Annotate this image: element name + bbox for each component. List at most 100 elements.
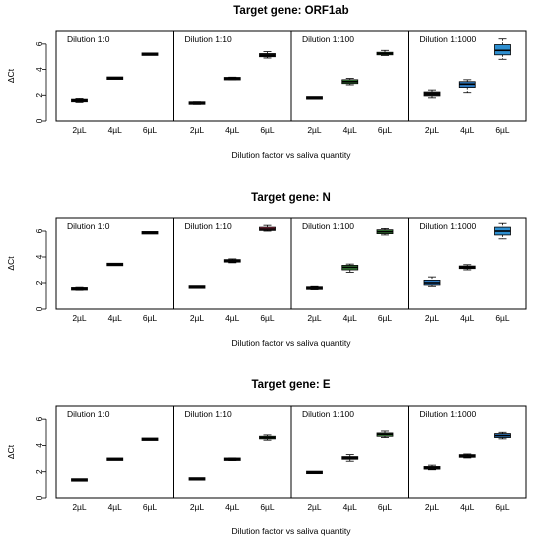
x-tick-label: 2µL: [190, 125, 205, 135]
panel-label: Dilution 1:10: [185, 409, 233, 419]
x-tick-label: 2µL: [190, 313, 205, 323]
box-6µL: [494, 431, 511, 440]
box-6µL: [141, 231, 159, 235]
box-4µL: [341, 263, 359, 274]
panel-label: Dilution 1:100: [302, 221, 354, 231]
panel-label: Dilution 1:1000: [420, 409, 477, 419]
chart-title: Target gene: ORF1ab: [233, 5, 348, 17]
x-tick-label: 6µL: [378, 313, 393, 323]
box-2µL: [188, 477, 206, 481]
box-4µL: [223, 457, 241, 461]
box-4µL: [341, 78, 359, 86]
y-tick-label: 6: [34, 417, 44, 422]
x-tick-label: 6µL: [495, 125, 510, 135]
box-6µL: [494, 222, 511, 240]
x-tick-label: 4µL: [460, 125, 475, 135]
box-4µL: [223, 76, 241, 81]
box-4µL: [341, 454, 359, 462]
box-4µL: [223, 258, 241, 264]
x-tick-label: 4µL: [460, 313, 475, 323]
y-tick-label: 0: [34, 118, 44, 123]
x-tick-label: 4µL: [460, 502, 475, 512]
x-tick-label: 2µL: [72, 125, 87, 135]
panel-label: Dilution 1:100: [302, 409, 354, 419]
panel-label: Dilution 1:10: [185, 221, 233, 231]
box-4µL: [106, 262, 124, 267]
x-tick-label: 2µL: [307, 502, 322, 512]
box-4µL: [458, 79, 476, 94]
x-tick-label: 6µL: [495, 313, 510, 323]
panel-label: Dilution 1:0: [67, 409, 110, 419]
y-axis-label: ΔCt: [6, 444, 16, 459]
box-6µL: [259, 51, 276, 59]
y-tick-label: 4: [34, 254, 44, 259]
box-2µL: [188, 101, 206, 105]
y-tick-label: 0: [34, 495, 44, 500]
x-tick-label: 6µL: [143, 502, 158, 512]
y-axis-label: ΔCt: [6, 256, 16, 271]
x-tick-label: 4µL: [225, 313, 240, 323]
x-tick-label: 2µL: [190, 502, 205, 512]
x-tick-label: 4µL: [225, 502, 240, 512]
x-tick-label: 4µL: [108, 125, 123, 135]
box-2µL: [188, 285, 206, 289]
chart-3: Target gene: E 0 2 4 6 ΔCt Dilution 1:0 2µL 4µL 6…: [6, 379, 527, 536]
box-6µL: [376, 49, 394, 56]
y-tick-label: 4: [34, 67, 44, 72]
box-2µL: [71, 478, 88, 482]
panel-label: Dilution 1:0: [67, 34, 110, 44]
box-2µL: [306, 470, 323, 475]
panel-label: Dilution 1:1000: [420, 221, 477, 231]
x-tick-label: 6µL: [143, 125, 158, 135]
chart-title: Target gene: E: [251, 379, 330, 391]
y-tick-label: 6: [34, 41, 44, 46]
x-tick-label: 6µL: [260, 313, 275, 323]
x-tick-label: 6µL: [378, 502, 393, 512]
x-tick-label: 2µL: [425, 313, 440, 323]
chart-title: Target gene: N: [251, 192, 331, 204]
box-6µL: [141, 52, 159, 56]
x-tick-label: 6µL: [260, 502, 275, 512]
box-4µL: [106, 76, 124, 80]
x-tick-label: 6µL: [143, 313, 158, 323]
x-tick-label: 4µL: [343, 313, 358, 323]
box-2µL: [423, 464, 441, 471]
box-2µL: [71, 286, 88, 291]
box-6µL: [259, 224, 276, 232]
box-2µL: [71, 98, 88, 103]
x-tick-label: 4µL: [343, 502, 358, 512]
y-tick-label: 4: [34, 443, 44, 448]
panel-label: Dilution 1:10: [185, 34, 233, 44]
box-4µL: [458, 453, 476, 459]
y-tick-label: 6: [34, 228, 44, 233]
box-6µL: [141, 437, 159, 441]
x-tick-label: 2µL: [307, 125, 322, 135]
y-tick-label: 2: [34, 93, 44, 98]
box-6µL: [376, 227, 394, 236]
panel-label: Dilution 1:1000: [420, 34, 477, 44]
box-4µL: [458, 264, 476, 271]
x-axis-label: Dilution factor vs saliva quantity: [231, 338, 351, 348]
x-tick-label: 6µL: [495, 502, 510, 512]
x-tick-label: 2µL: [425, 125, 440, 135]
x-tick-label: 4µL: [108, 502, 123, 512]
chart-2: Target gene: N 0 2 4 6 ΔCt Dilution 1:0 2µL 4µL 6…: [6, 192, 527, 348]
y-tick-label: 0: [34, 306, 44, 311]
x-tick-label: 4µL: [225, 125, 240, 135]
box-4µL: [106, 457, 124, 461]
panel-label: Dilution 1:0: [67, 221, 110, 231]
y-tick-label: 2: [34, 469, 44, 474]
box-6µL: [259, 434, 276, 441]
x-tick-label: 2µL: [72, 313, 87, 323]
x-tick-label: 2µL: [307, 313, 322, 323]
box-2µL: [306, 96, 323, 100]
y-tick-label: 2: [34, 280, 44, 285]
x-tick-label: 6µL: [260, 125, 275, 135]
chart-1: Target gene: ORF1ab 0 2 4 6 ΔCt Dilution 1:0 2µ…: [6, 5, 527, 160]
x-axis-label: Dilution factor vs saliva quantity: [231, 150, 351, 160]
y-axis-label: ΔCt: [6, 68, 16, 83]
box-2µL: [423, 89, 441, 99]
box-2µL: [306, 285, 323, 290]
x-tick-label: 6µL: [378, 125, 393, 135]
